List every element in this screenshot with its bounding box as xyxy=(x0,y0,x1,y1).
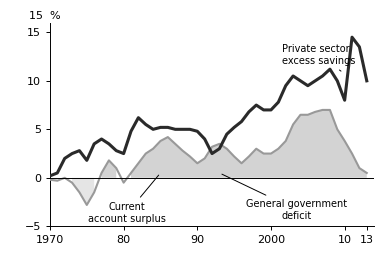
Text: Current
account surplus: Current account surplus xyxy=(89,175,166,224)
Text: Private sector
excess savings: Private sector excess savings xyxy=(282,44,355,71)
Text: General government
deficit: General government deficit xyxy=(222,174,347,221)
Text: 15  %: 15 % xyxy=(29,10,60,21)
